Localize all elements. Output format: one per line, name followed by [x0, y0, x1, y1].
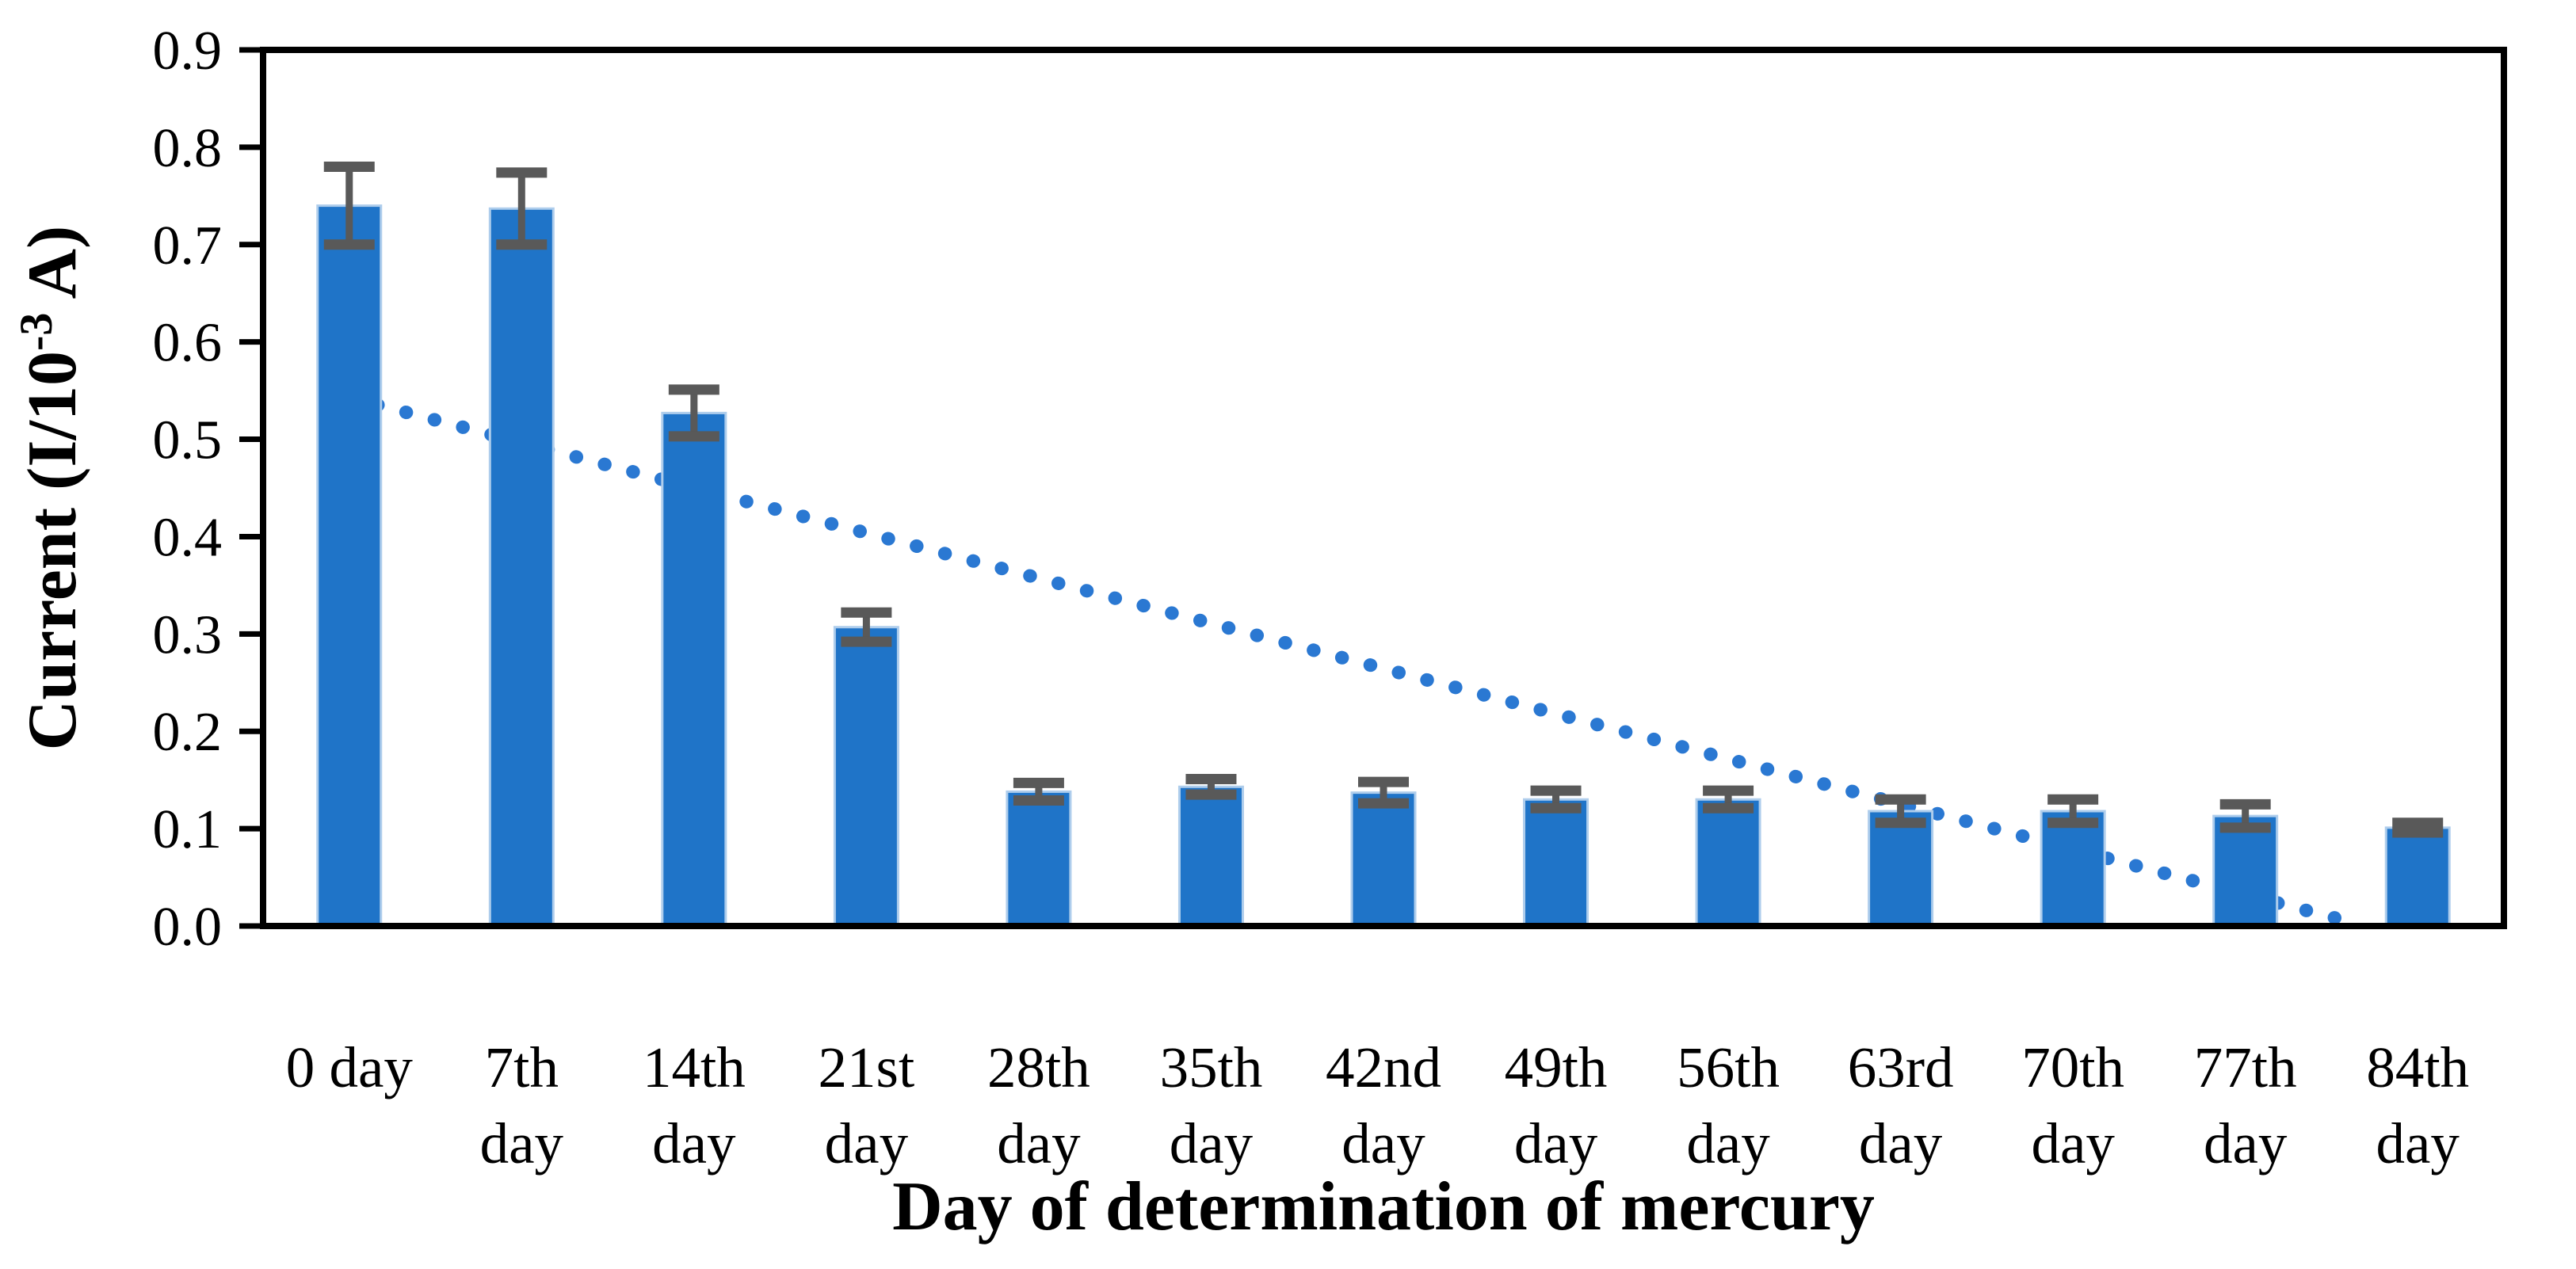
y-tick-label: 0.9 — [153, 21, 223, 82]
x-category-label: day — [2031, 1111, 2115, 1176]
bar-70th-day — [2040, 810, 2106, 928]
x-category-label: 35th — [1160, 1035, 1263, 1099]
x-category-label: 42nd — [1326, 1035, 1441, 1099]
bar-63rd-day — [1868, 810, 1934, 928]
bar-49th-day — [1523, 798, 1589, 928]
y-tick-label: 0.6 — [153, 313, 223, 374]
bar-35th-day — [1177, 785, 1244, 928]
bar-0-day — [316, 204, 383, 928]
y-axis-title: Current (I/10-3 A) — [10, 226, 91, 751]
x-category-label: day — [2376, 1111, 2460, 1176]
bar-21st-day — [833, 626, 899, 928]
bar-14th-day — [661, 411, 727, 928]
x-category-label: day — [1514, 1111, 1598, 1176]
plot-frame — [260, 47, 2507, 929]
x-category-label: day — [1686, 1111, 1770, 1176]
x-axis-title: Day of determination of mercury — [892, 1168, 1875, 1245]
bar-42nd-day — [1350, 791, 1417, 928]
x-category-label: 63rd — [1848, 1035, 1954, 1099]
x-category-label: 21st — [819, 1035, 915, 1099]
x-category-label: 56th — [1677, 1035, 1780, 1099]
y-tick-label: 0.1 — [153, 799, 223, 860]
y-tick-label: 0.3 — [153, 604, 223, 665]
x-category-label: 0 day — [286, 1035, 414, 1099]
x-category-label: day — [1341, 1111, 1425, 1176]
x-category-label: day — [825, 1111, 909, 1176]
bar-56th-day — [1695, 798, 1761, 928]
x-category-label: day — [652, 1111, 736, 1176]
x-category-label: 77th — [2194, 1035, 2297, 1099]
x-category-label: day — [1170, 1111, 1254, 1176]
x-category-label: 49th — [1505, 1035, 1608, 1099]
y-tick-label: 0.2 — [153, 702, 223, 763]
bar-84th-day — [2384, 826, 2451, 928]
bar-28th-day — [1006, 790, 1072, 928]
x-category-label: day — [1859, 1111, 1943, 1176]
y-tick-label: 0.4 — [153, 507, 223, 568]
x-category-label: 7th — [485, 1035, 559, 1099]
x-category-label: 28th — [987, 1035, 1090, 1099]
x-category-label: 14th — [643, 1035, 746, 1099]
y-tick-label: 0.8 — [153, 118, 223, 179]
trendline-dotted — [342, 391, 2358, 929]
x-category-label: 70th — [2021, 1035, 2124, 1099]
x-category-label: day — [997, 1111, 1081, 1176]
x-category-label: 84th — [2366, 1035, 2469, 1099]
y-tick-label: 0.7 — [153, 215, 223, 276]
y-tick-label: 0.0 — [153, 897, 223, 958]
x-category-label: day — [2204, 1111, 2288, 1176]
bar-7th-day — [488, 207, 555, 928]
y-tick-label: 0.5 — [153, 410, 223, 471]
x-category-label: day — [480, 1111, 564, 1176]
